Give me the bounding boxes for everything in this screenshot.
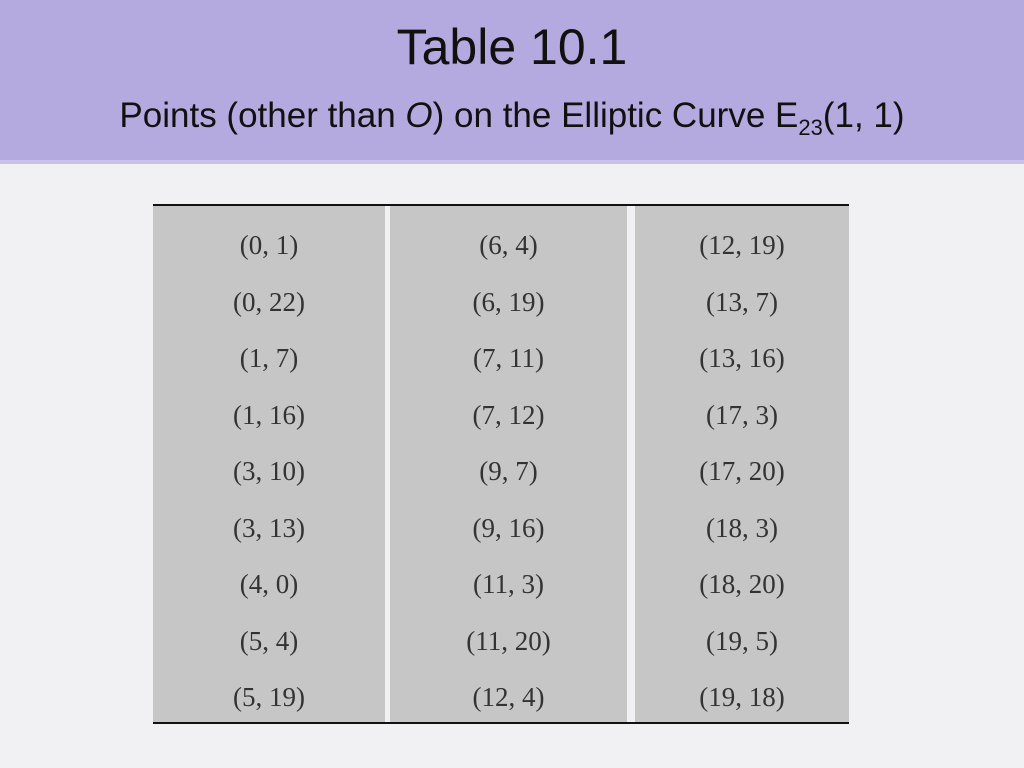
table-cell: (18, 20): [699, 569, 785, 599]
table-cell: (19, 18): [699, 682, 785, 712]
subtitle-subscript: 23: [798, 115, 823, 140]
table-cell: (5, 19): [233, 682, 305, 712]
subtitle-text: Points (other than: [119, 96, 406, 135]
table-cell: (13, 7): [706, 286, 778, 317]
table-cell: (17, 3): [706, 399, 778, 430]
table-cell: (12, 4): [472, 682, 545, 712]
table-cell: (0, 1): [239, 230, 299, 260]
table-cell: (7, 12): [472, 399, 545, 430]
slide-subtitle: Points (other than O) on the Elliptic Cu…: [0, 96, 1024, 141]
table-cell: (18, 3): [706, 512, 778, 543]
table-cell: (1, 16): [233, 399, 305, 430]
table-cell: (1, 7): [239, 343, 299, 373]
table-cell: (3, 13): [233, 512, 305, 543]
table-cell: (17, 20): [699, 456, 785, 486]
table-cell: (9, 7): [479, 456, 538, 486]
table-cell: (9, 16): [472, 512, 545, 543]
subtitle-text: ) on the Elliptic Curve E: [432, 96, 799, 135]
table-cell: (4, 0): [239, 569, 299, 599]
subtitle-italic: O: [405, 96, 433, 135]
points-table: (0, 1) (0, 22) (1, 7) (1, 16) (3, 10) (3, 13)…: [153, 204, 849, 724]
table-column: (0, 1) (0, 22) (1, 7) (1, 16) (3, 10) (3, 13)…: [153, 206, 385, 722]
table-cell: (11, 20): [466, 625, 551, 656]
table-cell: (11, 3): [473, 569, 544, 599]
slide-title: Table 10.1: [396, 19, 628, 75]
table-cell: (12, 19): [699, 230, 785, 260]
table-cell: (5, 4): [239, 625, 299, 656]
table-cell: (19, 5): [706, 625, 778, 656]
table-column: (6, 4) (6, 19) (7, 11) (7, 12) (9, 7) (9, 16)…: [390, 206, 627, 722]
subtitle-text: (1, 1): [822, 96, 905, 135]
table-cell: (3, 10): [233, 456, 305, 486]
table-cell: (13, 16): [699, 343, 785, 373]
table-cell: (6, 19): [472, 286, 545, 317]
table-cell: (7, 11): [473, 343, 544, 373]
table-cell: (0, 22): [233, 286, 305, 317]
table-column: (12, 19) (13, 7) (13, 16) (17, 3) (17, 20) (1…: [635, 206, 849, 722]
table-cell: (6, 4): [479, 230, 538, 260]
header-band: [0, 0, 1024, 164]
